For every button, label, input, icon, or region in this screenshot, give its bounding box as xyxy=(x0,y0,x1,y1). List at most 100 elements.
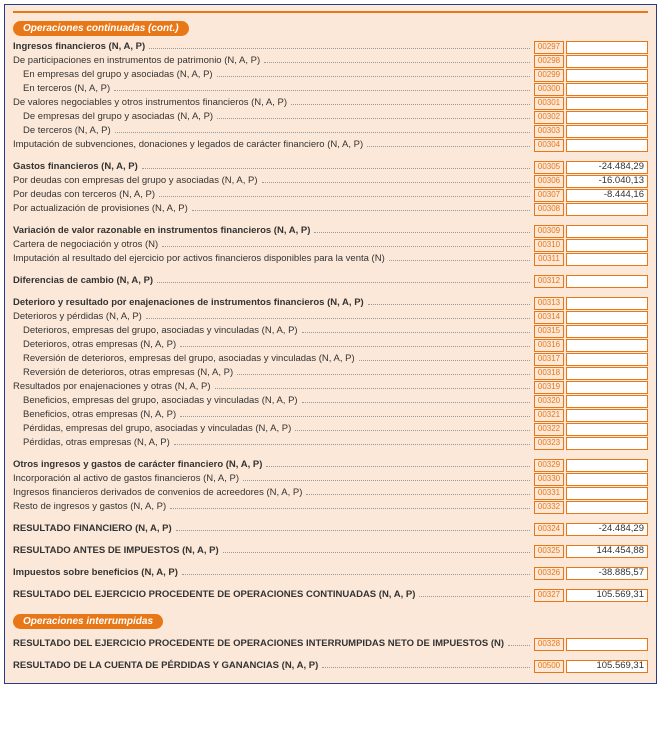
leader-dots xyxy=(217,118,530,119)
leader-dots xyxy=(170,508,530,509)
spacer-row xyxy=(13,288,648,296)
value-input[interactable] xyxy=(566,487,648,500)
value-input[interactable] xyxy=(566,97,648,110)
code-box: 00306 xyxy=(534,175,564,188)
value-input[interactable] xyxy=(566,437,648,450)
form-row: RESULTADO DE LA CUENTA DE PÉRDIDAS Y GAN… xyxy=(13,659,648,673)
value-input[interactable] xyxy=(566,111,648,124)
value-input[interactable] xyxy=(566,239,648,252)
spacer-row xyxy=(13,536,648,544)
value-input[interactable] xyxy=(566,381,648,394)
spacer-row xyxy=(13,216,648,224)
form-row: Resto de ingresos y gastos (N, A, P)0033… xyxy=(13,500,648,514)
form-row: Diferencias de cambio (N, A, P)00312 xyxy=(13,274,648,288)
leader-dots xyxy=(264,62,530,63)
leader-dots xyxy=(389,260,530,261)
row-label: RESULTADO DEL EJERCICIO PROCEDENTE DE OP… xyxy=(13,588,415,602)
code-box: 00313 xyxy=(534,297,564,310)
value-input[interactable] xyxy=(566,311,648,324)
row-label: En terceros (N, A, P) xyxy=(13,82,110,96)
value-input[interactable] xyxy=(566,225,648,238)
leader-dots xyxy=(306,494,530,495)
row-label: Por deudas con terceros (N, A, P) xyxy=(13,188,155,202)
spacer-row xyxy=(13,266,648,274)
section-header-interrumpidas: Operaciones interrumpidas xyxy=(13,614,163,629)
code-box: 00317 xyxy=(534,353,564,366)
value-input[interactable] xyxy=(566,353,648,366)
value-input[interactable] xyxy=(566,325,648,338)
form-row: Pérdidas, empresas del grupo, asociadas … xyxy=(13,422,648,436)
value-input[interactable] xyxy=(566,125,648,138)
value-input[interactable] xyxy=(566,297,648,310)
row-label: RESULTADO DEL EJERCICIO PROCEDENTE DE OP… xyxy=(13,637,504,651)
code-box: 00319 xyxy=(534,381,564,394)
leader-dots xyxy=(367,146,530,147)
row-label: Por deudas con empresas del grupo y asoc… xyxy=(13,174,258,188)
code-box: 00311 xyxy=(534,253,564,266)
code-box: 00301 xyxy=(534,97,564,110)
row-label: De participaciones en instrumentos de pa… xyxy=(13,54,260,68)
code-box: 00324 xyxy=(534,523,564,536)
row-label: Deterioros y pérdidas (N, A, P) xyxy=(13,310,142,324)
row-label: De valores negociables y otros instrumen… xyxy=(13,96,287,110)
value-input[interactable] xyxy=(566,275,648,288)
value-input[interactable] xyxy=(566,473,648,486)
code-box: 00308 xyxy=(534,203,564,216)
value-input[interactable] xyxy=(566,395,648,408)
value-input[interactable] xyxy=(566,83,648,96)
top-rule xyxy=(13,11,648,13)
form-row: De valores negociables y otros instrumen… xyxy=(13,96,648,110)
value-input[interactable] xyxy=(566,253,648,266)
form-row: Incorporación al activo de gastos financ… xyxy=(13,472,648,486)
leader-dots xyxy=(157,282,530,283)
row-label: Resultados por enajenaciones y otras (N,… xyxy=(13,380,211,394)
form-container: Operaciones continuadas (cont.) Ingresos… xyxy=(4,4,657,684)
value-input[interactable]: 144.454,88 xyxy=(566,545,648,558)
row-label: Incorporación al activo de gastos financ… xyxy=(13,472,239,486)
form-row: Impuestos sobre beneficios (N, A, P)0032… xyxy=(13,566,648,580)
value-input[interactable] xyxy=(566,339,648,352)
form-row: De empresas del grupo y asociadas (N, A,… xyxy=(13,110,648,124)
leader-dots xyxy=(149,48,530,49)
value-input[interactable] xyxy=(566,55,648,68)
code-box: 00312 xyxy=(534,275,564,288)
spacer-row xyxy=(13,651,648,659)
value-input[interactable]: 105.569,31 xyxy=(566,589,648,602)
row-label: Pérdidas, empresas del grupo, asociadas … xyxy=(13,422,291,436)
value-input[interactable] xyxy=(566,501,648,514)
code-box: 00309 xyxy=(534,225,564,238)
value-input[interactable] xyxy=(566,638,648,651)
value-input[interactable]: 105.569,31 xyxy=(566,660,648,673)
code-box: 00314 xyxy=(534,311,564,324)
leader-dots xyxy=(314,232,530,233)
value-input[interactable]: -24.484,29 xyxy=(566,161,648,174)
row-label: Impuestos sobre beneficios (N, A, P) xyxy=(13,566,178,580)
leader-dots xyxy=(162,246,530,247)
row-label: Imputación de subvenciones, donaciones y… xyxy=(13,138,363,152)
code-box: 00322 xyxy=(534,423,564,436)
value-input[interactable] xyxy=(566,423,648,436)
value-input[interactable]: -16.040,13 xyxy=(566,175,648,188)
value-input[interactable] xyxy=(566,459,648,472)
form-row: RESULTADO FINANCIERO (N, A, P)00324-24.4… xyxy=(13,522,648,536)
leader-dots xyxy=(295,430,530,431)
value-input[interactable]: -24.484,29 xyxy=(566,523,648,536)
form-row: Cartera de negociación y otros (N)00310 xyxy=(13,238,648,252)
code-box: 00305 xyxy=(534,161,564,174)
form-row: Imputación al resultado del ejercicio po… xyxy=(13,252,648,266)
code-box: 00327 xyxy=(534,589,564,602)
leader-dots xyxy=(180,416,530,417)
value-input[interactable] xyxy=(566,139,648,152)
value-input[interactable] xyxy=(566,41,648,54)
value-input[interactable] xyxy=(566,69,648,82)
leader-dots xyxy=(142,168,530,169)
value-input[interactable]: -8.444,16 xyxy=(566,189,648,202)
value-input[interactable]: -38.885,57 xyxy=(566,567,648,580)
value-input[interactable] xyxy=(566,367,648,380)
value-input[interactable] xyxy=(566,409,648,422)
leader-dots xyxy=(146,318,530,319)
form-row: Reversión de deterioros, otras empresas … xyxy=(13,366,648,380)
code-box: 00500 xyxy=(534,660,564,673)
code-box: 00307 xyxy=(534,189,564,202)
value-input[interactable] xyxy=(566,203,648,216)
